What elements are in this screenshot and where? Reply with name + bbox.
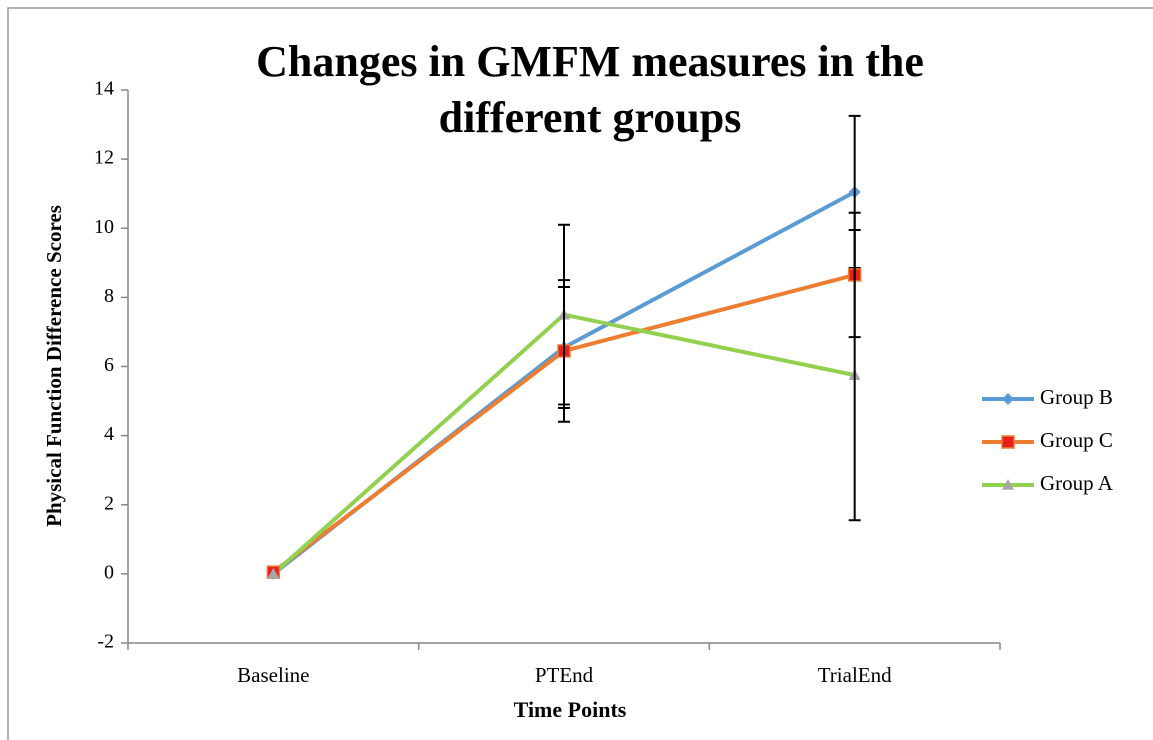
marker: [1002, 479, 1014, 490]
chart-title: Changes in GMFM measures in the differen…: [256, 37, 924, 142]
x-tick-label: PTEnd: [535, 663, 594, 687]
y-tick-label: -2: [97, 631, 114, 653]
y-tick-label: 6: [104, 354, 114, 376]
error-bar: [558, 223, 570, 406]
legend-label: Group A: [1040, 471, 1114, 495]
y-tick-label: 14: [94, 78, 114, 100]
y-tick-label: 0: [104, 561, 114, 583]
y-tick-label: 8: [104, 285, 114, 307]
marker: [1001, 435, 1015, 449]
y-axis-label: Physical Function Difference Scores: [42, 205, 66, 527]
marker: [1002, 393, 1014, 405]
y-tick-label: 12: [94, 147, 114, 169]
legend-label: Group B: [1040, 385, 1113, 409]
legend-label: Group C: [1040, 428, 1113, 452]
y-tick-label: 2: [104, 492, 114, 514]
marker: [267, 567, 280, 579]
x-tick-label: Baseline: [237, 663, 309, 687]
x-axis-label: Time Points: [514, 697, 627, 722]
error-bar: [848, 228, 861, 522]
y-tick-label: 10: [94, 216, 114, 238]
y-tick-label: 4: [104, 423, 114, 445]
chart-frame: [7, 7, 1153, 740]
x-tick-label: TrialEnd: [818, 663, 892, 687]
